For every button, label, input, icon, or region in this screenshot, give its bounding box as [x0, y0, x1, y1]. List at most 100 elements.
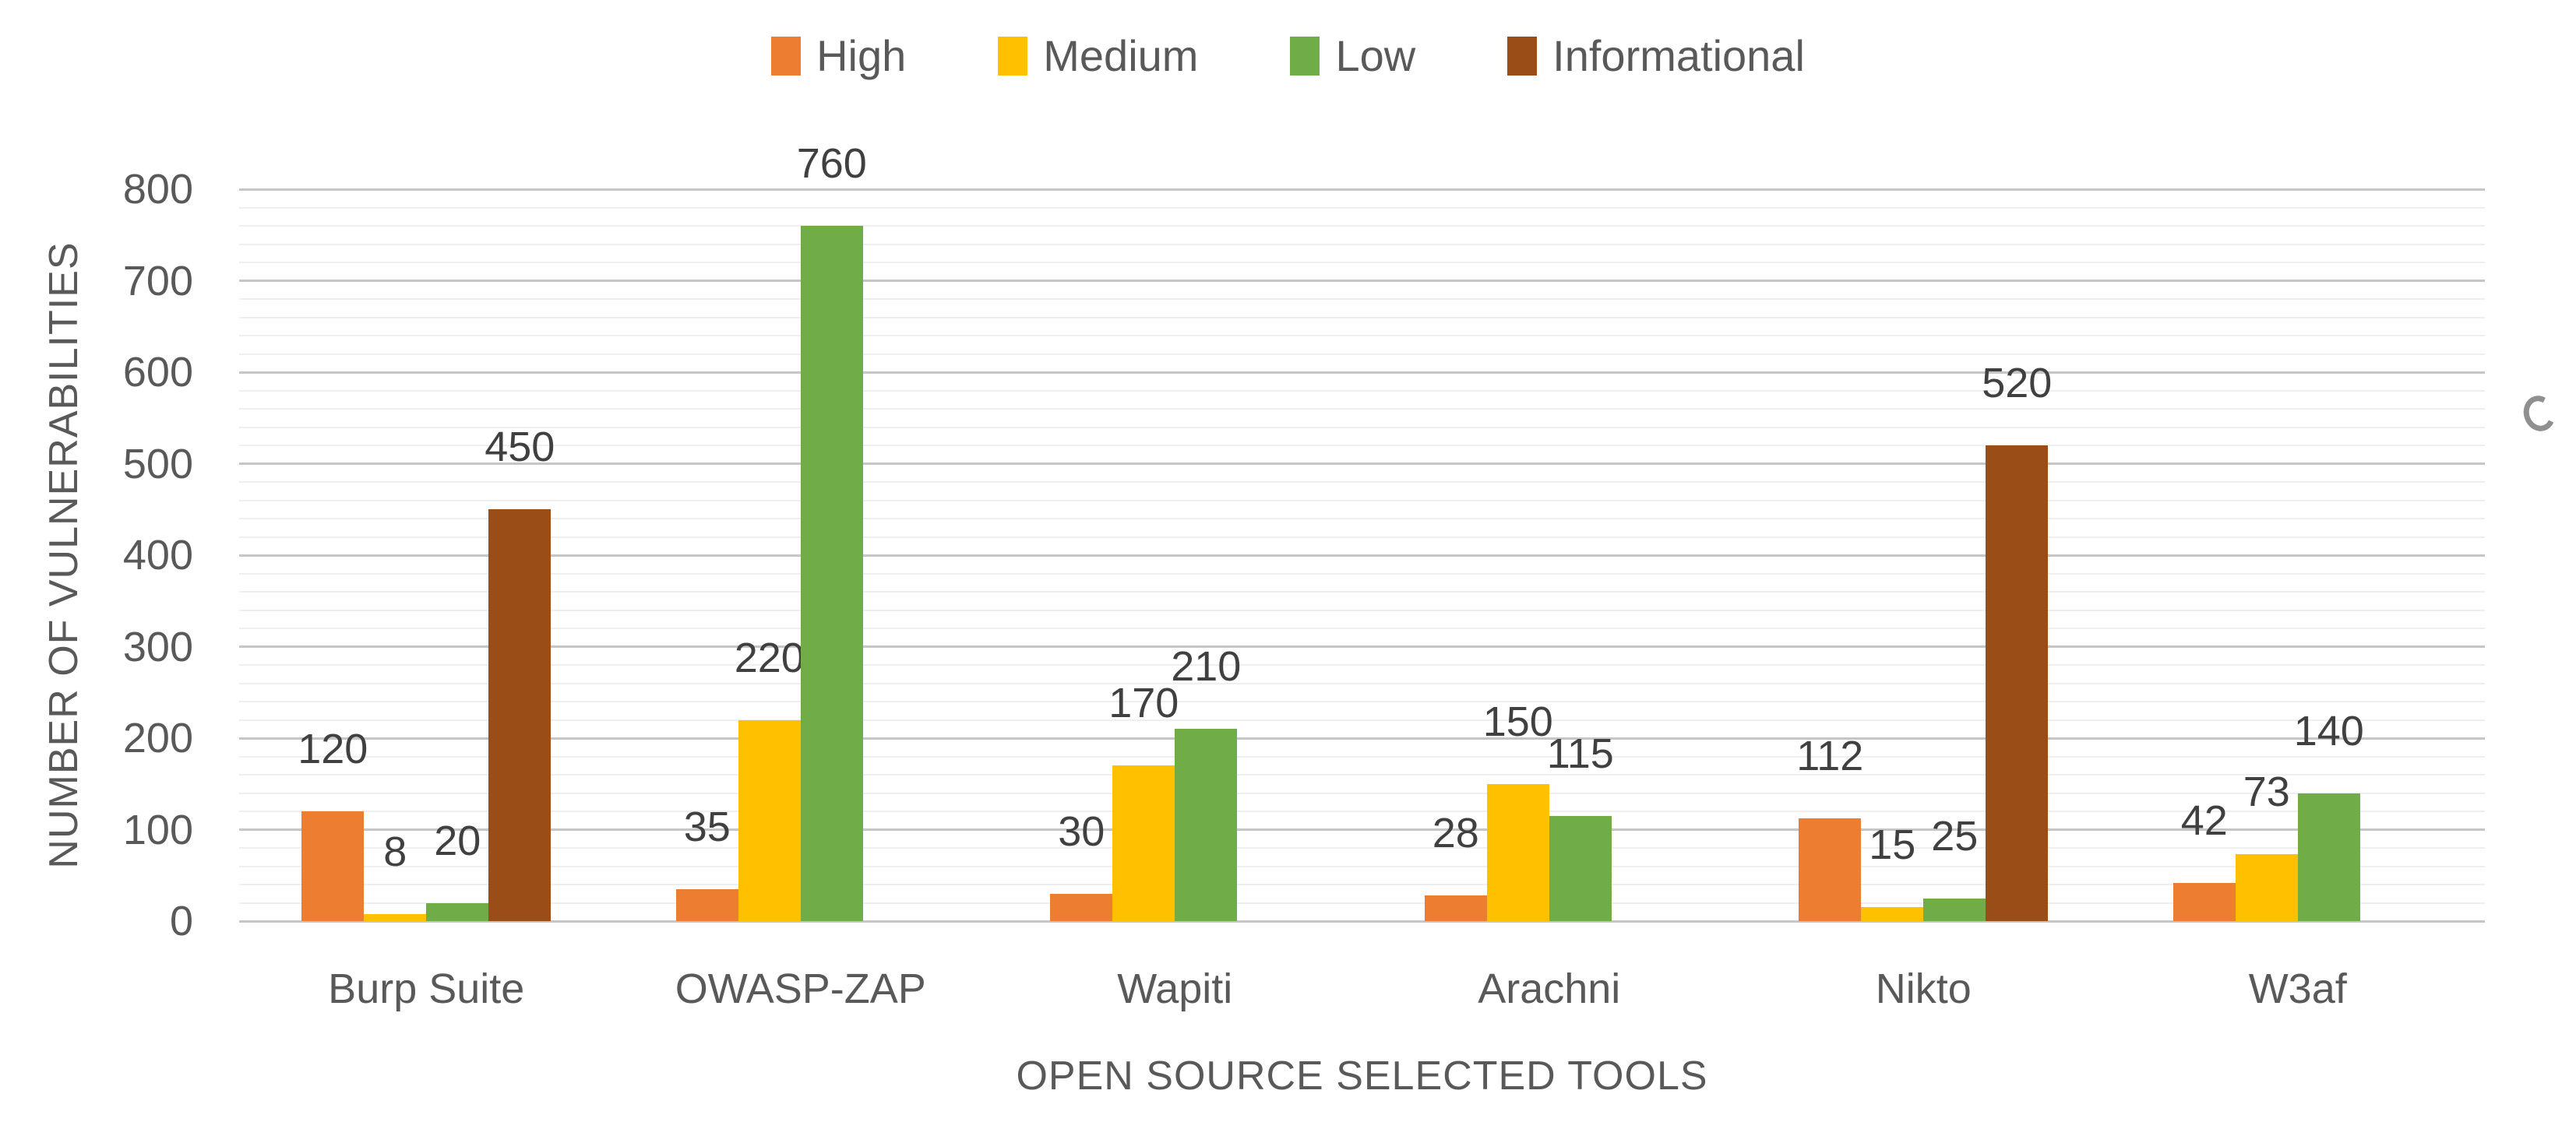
minor-gridline — [239, 389, 2485, 392]
bar-medium-1 — [364, 913, 427, 921]
bar-high-5 — [1799, 818, 1862, 921]
minor-gridline — [239, 518, 2485, 519]
data-label: 115 — [1546, 730, 1614, 777]
legend-label: High — [816, 31, 907, 80]
data-label: 15 — [1869, 821, 1916, 869]
minor-gridline — [239, 445, 2485, 446]
minor-gridline — [239, 719, 2485, 721]
legend-swatch-icon — [771, 37, 802, 76]
x-category-label: OWASP-ZAP — [675, 965, 926, 1012]
legend-label: Medium — [1043, 31, 1199, 80]
minor-gridline — [239, 884, 2485, 885]
minor-gridline — [239, 353, 2485, 355]
minor-gridline — [239, 609, 2485, 611]
data-label: 30 — [1058, 807, 1105, 855]
legend-label: Informational — [1552, 31, 1805, 80]
minor-gridline — [239, 701, 2485, 702]
minor-gridline — [239, 262, 2485, 263]
major-gridline — [239, 645, 2485, 648]
y-axis-tick-label: 400 — [122, 532, 193, 579]
bar-low-1 — [426, 902, 489, 921]
legend-item-informational: Informational — [1507, 34, 1805, 78]
data-label: 35 — [683, 803, 731, 850]
bar-medium-3 — [1112, 765, 1175, 921]
data-label: 42 — [2180, 797, 2228, 844]
major-gridline — [239, 554, 2485, 557]
major-gridline — [239, 920, 2485, 923]
x-axis-title: OPEN SOURCE SELECTED TOOLS — [1016, 1053, 1708, 1099]
data-label: 220 — [734, 634, 805, 681]
data-label: 8 — [383, 828, 407, 875]
minor-gridline — [239, 774, 2485, 776]
y-axis-tick-label: 0 — [169, 898, 193, 944]
y-axis-tick-label: 200 — [122, 715, 193, 761]
minor-gridline — [239, 225, 2485, 227]
major-gridline — [239, 828, 2485, 831]
data-label: 112 — [1796, 733, 1864, 780]
y-axis-tick-label: 700 — [122, 257, 193, 304]
x-category-label: Wapiti — [1117, 965, 1233, 1012]
minor-gridline — [239, 902, 2485, 904]
minor-gridline — [239, 335, 2485, 336]
bar-medium-5 — [1861, 907, 1924, 921]
legend-item-medium: Medium — [998, 34, 1198, 78]
bar-high-1 — [301, 811, 365, 921]
data-label: 120 — [298, 726, 368, 772]
data-label: 760 — [796, 140, 867, 187]
bar-medium-4 — [1486, 783, 1549, 921]
major-gridline — [239, 463, 2485, 465]
bar-informational-5 — [1986, 445, 2049, 921]
bar-high-2 — [675, 888, 738, 921]
x-category-label: Arachni — [1478, 965, 1621, 1012]
minor-gridline — [239, 847, 2485, 849]
minor-gridline — [239, 682, 2485, 684]
legend: High Medium Low Informational — [0, 34, 2576, 78]
bar-low-6 — [2297, 793, 2360, 921]
y-axis-tick-label: 100 — [122, 806, 193, 853]
data-label: 140 — [2293, 707, 2364, 754]
minor-gridline — [239, 408, 2485, 410]
bar-low-3 — [1175, 729, 1238, 921]
y-axis-tick-label: 300 — [122, 623, 193, 670]
bar-low-4 — [1549, 815, 1612, 921]
data-label: 28 — [1432, 810, 1479, 857]
minor-gridline — [239, 243, 2485, 245]
y-axis-tick-label: 600 — [122, 349, 193, 396]
minor-gridline — [239, 792, 2485, 794]
minor-gridline — [239, 755, 2485, 758]
minor-gridline — [239, 426, 2485, 428]
minor-gridline — [239, 591, 2485, 593]
data-label: 150 — [1482, 698, 1553, 745]
bar-low-2 — [800, 226, 863, 921]
bar-informational-1 — [488, 509, 551, 921]
data-label: 25 — [1931, 812, 1979, 860]
bar-high-6 — [2173, 882, 2236, 921]
legend-swatch-icon — [1507, 37, 1538, 76]
minor-gridline — [239, 206, 2485, 209]
y-axis-tick-label: 500 — [122, 440, 193, 487]
minor-gridline — [239, 865, 2485, 867]
minor-gridline — [239, 481, 2485, 483]
bar-medium-2 — [738, 719, 801, 921]
data-label: 520 — [1982, 360, 2053, 406]
x-category-label: Nikto — [1875, 965, 1972, 1012]
x-category-label: W3af — [2248, 965, 2347, 1012]
data-label: 73 — [2243, 769, 2290, 816]
minor-gridline — [239, 664, 2485, 666]
data-label: 210 — [1171, 643, 1242, 691]
minor-gridline — [239, 536, 2485, 538]
data-label: 450 — [485, 424, 555, 471]
x-category-label: Burp Suite — [328, 965, 525, 1012]
legend-item-high: High — [771, 34, 906, 78]
legend-swatch-icon — [998, 37, 1028, 76]
data-label: 20 — [434, 817, 481, 864]
data-label: 170 — [1108, 680, 1179, 727]
y-axis-tick-label: 800 — [122, 166, 193, 213]
minor-gridline — [239, 811, 2485, 812]
major-gridline — [239, 737, 2485, 740]
major-gridline — [239, 280, 2485, 282]
minor-gridline — [239, 572, 2485, 575]
bar-high-4 — [1424, 895, 1487, 921]
minor-gridline — [239, 628, 2485, 629]
